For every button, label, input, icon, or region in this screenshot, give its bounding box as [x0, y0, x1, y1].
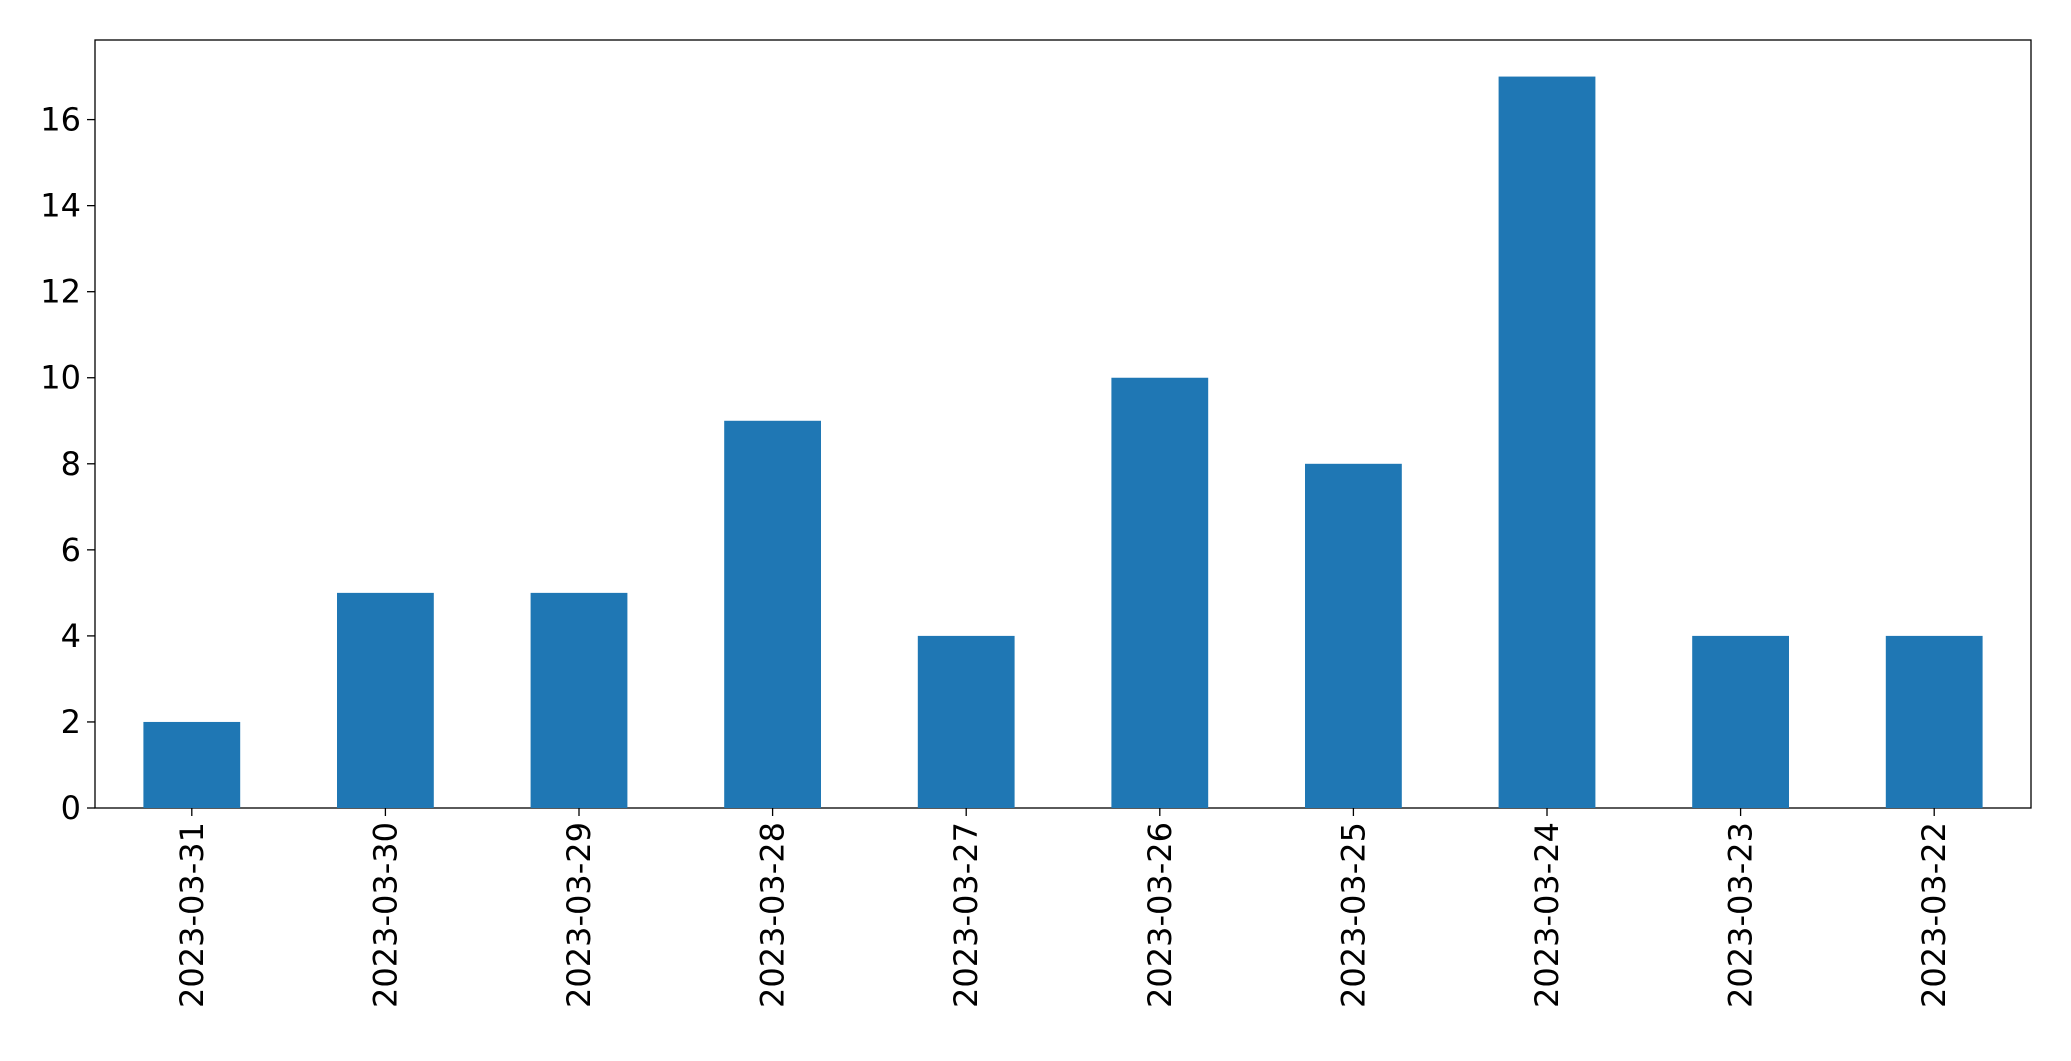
x-tick-label: 2023-03-30	[366, 822, 404, 1008]
x-tick-label: 2023-03-24	[1528, 822, 1566, 1008]
x-tick-label: 2023-03-31	[173, 822, 211, 1008]
bar	[1498, 76, 1596, 809]
x-tick-label: 2023-03-22	[1915, 822, 1953, 1008]
x-tick-label: 2023-03-29	[560, 822, 598, 1008]
bar	[724, 420, 821, 808]
y-tick-label: 14	[40, 187, 81, 225]
x-tick-label: 2023-03-23	[1722, 822, 1760, 1008]
x-tick-label: 2023-03-25	[1334, 822, 1372, 1008]
y-tick-label: 10	[40, 359, 81, 397]
bar	[917, 635, 1015, 808]
y-tick-label: 6	[61, 531, 81, 569]
bar	[337, 592, 434, 808]
y-tick-label: 0	[61, 789, 81, 827]
bar	[1305, 463, 1402, 808]
x-tick-label: 2023-03-27	[947, 822, 985, 1008]
x-tick-label: 2023-03-26	[1141, 822, 1179, 1008]
plot-frame	[94, 39, 2032, 809]
x-tick-label: 2023-03-28	[754, 822, 792, 1008]
y-tick-label: 8	[61, 445, 81, 483]
bar	[1885, 635, 1983, 808]
y-tick-label: 4	[61, 617, 81, 655]
bar	[1692, 635, 1789, 808]
y-tick-label: 16	[40, 101, 81, 139]
y-tick-label: 12	[40, 273, 81, 311]
bar	[530, 592, 628, 808]
bar	[1111, 377, 1209, 808]
bar	[143, 721, 241, 808]
y-tick-label: 2	[61, 703, 81, 741]
